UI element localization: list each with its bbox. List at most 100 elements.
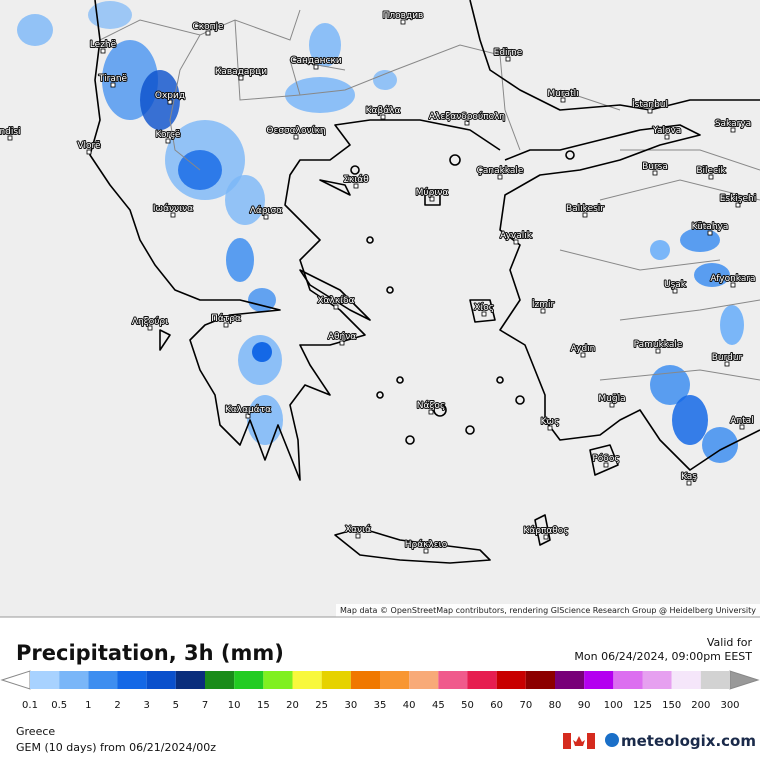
colorbar-swatch bbox=[263, 671, 293, 689]
city-label: Afyonkara bbox=[710, 274, 755, 284]
colorbar-tick-label: 90 bbox=[578, 700, 591, 711]
city-marker bbox=[238, 75, 244, 81]
city-marker bbox=[167, 99, 173, 105]
city-marker bbox=[739, 424, 745, 430]
city-label: Balıkesir bbox=[566, 204, 604, 214]
city-marker bbox=[110, 82, 116, 88]
city-label: Pamukkale bbox=[634, 340, 683, 350]
city-label: Ayvalık bbox=[500, 231, 533, 241]
colorbar-tick-label: 3 bbox=[143, 700, 149, 711]
city-marker bbox=[513, 239, 519, 245]
colorbar-tick-label: 45 bbox=[432, 700, 445, 711]
colorbar-tick-label: 2 bbox=[114, 700, 120, 711]
colorbar: 0.1 0.5 1 2 3 5 7 10 15 20 25 30 35 40 45 50 60 70 80 90 100… bbox=[22, 671, 740, 711]
borders bbox=[99, 9, 760, 381]
valid-time: Mon 06/24/2024, 09:00pm EEST bbox=[574, 650, 752, 663]
city-label: Ρόδος bbox=[592, 453, 619, 464]
city-label: Θεσσαλονίκη bbox=[266, 126, 325, 136]
city-label: Tiranë bbox=[98, 74, 128, 84]
city-marker bbox=[165, 138, 171, 144]
colorbar-swatch bbox=[88, 671, 118, 689]
city-label: Αθήνα bbox=[328, 332, 356, 342]
city-label: Кавадарци bbox=[215, 67, 267, 77]
city-marker bbox=[652, 170, 658, 176]
city-marker bbox=[647, 108, 653, 114]
colorbar-tick-label: 15 bbox=[257, 700, 270, 711]
colorbar-tick-label: 100 bbox=[604, 700, 623, 711]
colorbar-tick-label: 1 bbox=[85, 700, 91, 711]
city-marker bbox=[464, 120, 470, 126]
city-marker bbox=[339, 340, 345, 346]
colorbar-swatch bbox=[30, 671, 60, 689]
city-label: Χαλκίδα bbox=[317, 296, 354, 306]
city-label: Muğla bbox=[598, 394, 625, 404]
city-marker bbox=[655, 348, 661, 354]
city-marker bbox=[582, 212, 588, 218]
city-marker bbox=[735, 202, 741, 208]
colorbar-swatch bbox=[292, 671, 322, 689]
colorbar-swatch bbox=[234, 671, 264, 689]
city-marker bbox=[580, 352, 586, 358]
city-marker bbox=[423, 548, 429, 554]
city-marker bbox=[603, 462, 609, 468]
city-marker bbox=[724, 361, 730, 367]
colorbar-swatch bbox=[175, 671, 205, 689]
city-label: Κάρπαθος bbox=[523, 526, 568, 536]
colorbar-swatch bbox=[555, 671, 585, 689]
city-marker bbox=[547, 425, 553, 431]
city-marker bbox=[730, 282, 736, 288]
colorbar-swatch bbox=[409, 671, 439, 689]
city-marker bbox=[205, 30, 211, 36]
attribution: Map data © OpenStreetMap contributors, r… bbox=[340, 606, 756, 615]
city-marker bbox=[170, 212, 176, 218]
attribution-box bbox=[336, 604, 760, 617]
city-label: Μύρινα bbox=[416, 187, 449, 198]
city-marker bbox=[543, 534, 549, 540]
city-label: İzmir bbox=[532, 299, 555, 310]
city-marker bbox=[560, 97, 566, 103]
colorbar-swatch bbox=[438, 671, 468, 689]
colorbar-swatch bbox=[642, 671, 672, 689]
city-label: Aydın bbox=[571, 344, 596, 354]
colorbar-tick-label: 30 bbox=[344, 700, 357, 711]
colorbar-swatch bbox=[671, 671, 701, 689]
city-label: Σκιάθ bbox=[343, 175, 369, 185]
city-marker bbox=[540, 308, 546, 314]
city-label: ndisi bbox=[0, 127, 21, 137]
colorbar-swatch bbox=[146, 671, 176, 689]
city-label: Kaş bbox=[681, 472, 697, 482]
city-label: Uşak bbox=[664, 280, 687, 290]
city-marker bbox=[313, 64, 319, 70]
colorbar-tick-label: 300 bbox=[720, 700, 739, 711]
city-marker bbox=[400, 19, 406, 25]
colorbar-swatch bbox=[350, 671, 380, 689]
city-label: Ηράκλειο bbox=[405, 540, 448, 550]
colorbar-swatch bbox=[467, 671, 497, 689]
city-marker bbox=[707, 230, 713, 236]
city-marker bbox=[86, 149, 92, 155]
city-label: Πάτρα bbox=[211, 314, 241, 324]
colorbar-tick-label: 0.5 bbox=[51, 700, 67, 711]
city-label: Ιωάννινα bbox=[153, 204, 193, 214]
coastline bbox=[89, 0, 760, 564]
colorbar-tick-label: 7 bbox=[202, 700, 208, 711]
city-marker bbox=[497, 174, 503, 180]
city-marker bbox=[263, 214, 269, 220]
city-marker bbox=[730, 127, 736, 133]
city-label: Bilecik bbox=[696, 166, 726, 176]
colorbar-swatch bbox=[59, 671, 89, 689]
city-marker bbox=[609, 402, 615, 408]
city-marker bbox=[429, 196, 435, 202]
city-label: Bursa bbox=[642, 162, 668, 172]
colorbar-tick-label: 5 bbox=[173, 700, 179, 711]
city-label: Korçë bbox=[156, 130, 181, 140]
city-label: Сандански bbox=[290, 56, 342, 66]
colorbar-swatch bbox=[525, 671, 555, 689]
city-label: Охрид bbox=[155, 91, 185, 101]
city-label: Eskişehi bbox=[720, 194, 757, 204]
colorbar-tick-label: 200 bbox=[691, 700, 710, 711]
colorbar-low-arrow bbox=[0, 670, 31, 690]
colorbar-tick-label: 25 bbox=[315, 700, 328, 711]
city-label: Ληξούρι bbox=[132, 316, 168, 327]
precipitation bbox=[17, 1, 744, 463]
